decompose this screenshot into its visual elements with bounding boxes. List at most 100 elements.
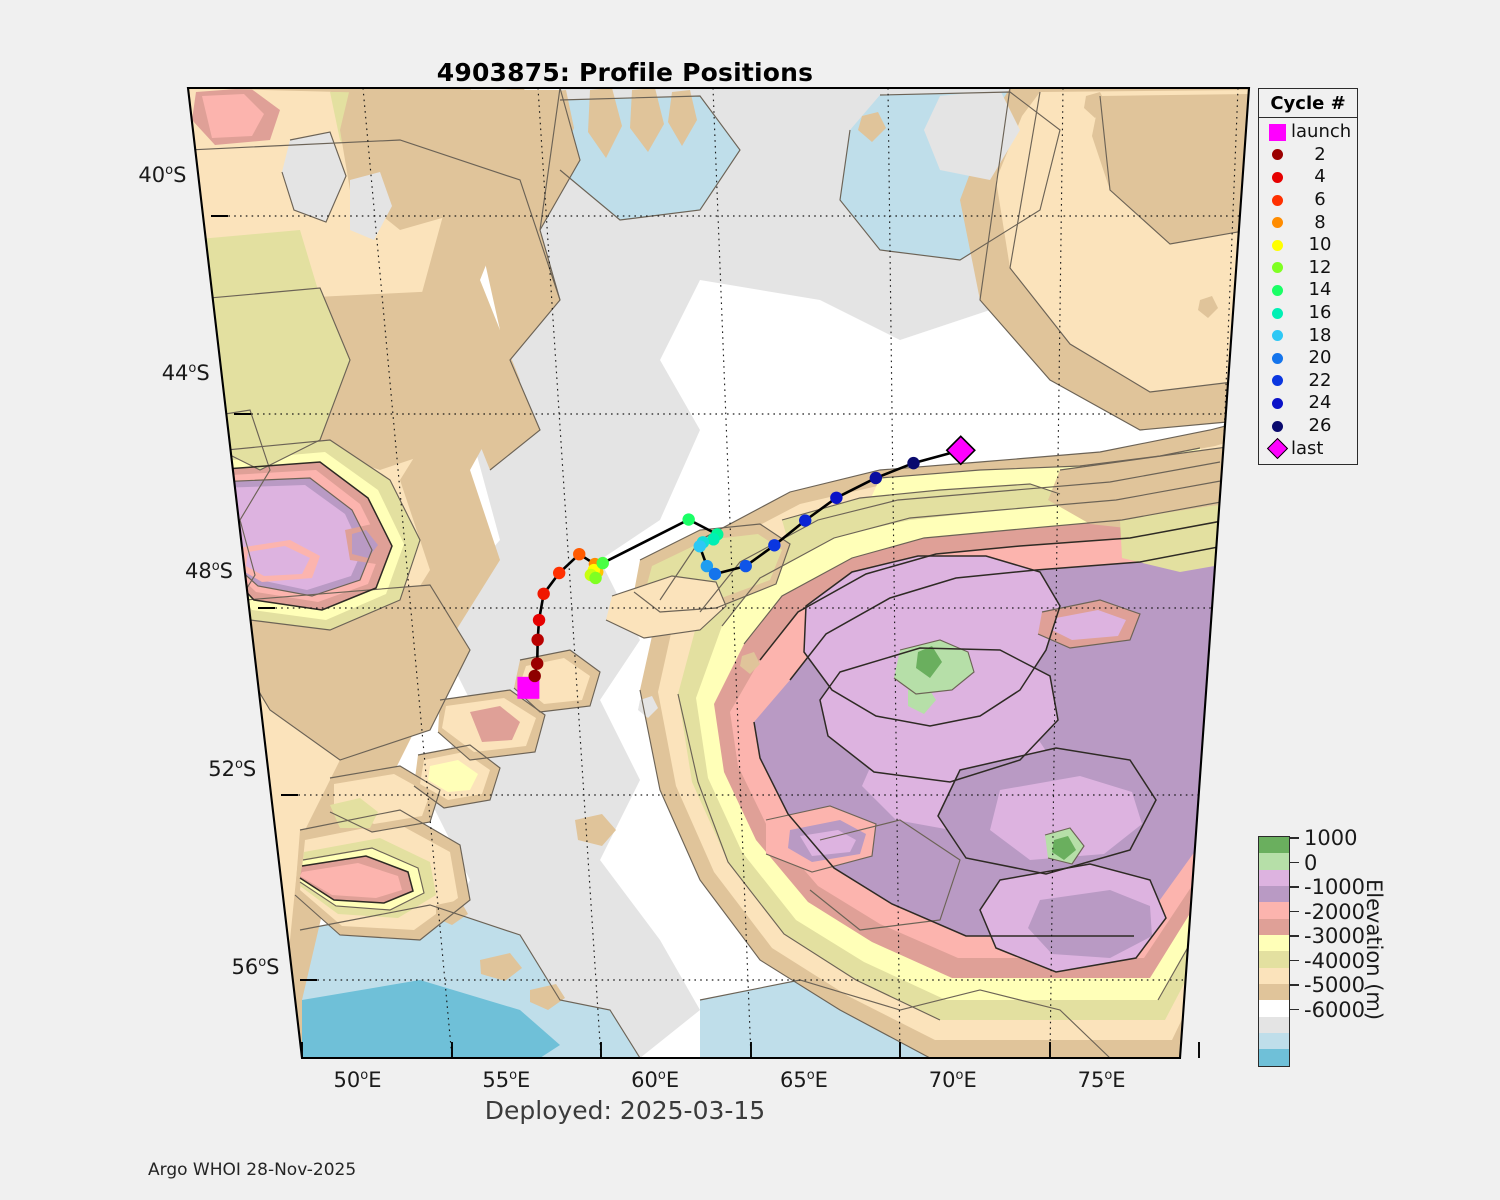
colorbar-tick-label: -6000	[1304, 997, 1366, 1022]
cycle-legend-row: 14	[1259, 279, 1357, 302]
colorbar-tick	[1290, 959, 1299, 962]
cycle-dot-icon	[1266, 347, 1288, 369]
y-tick-label: 56oS	[231, 954, 280, 979]
profile-marker	[531, 633, 544, 647]
cycle-dot-icon	[1266, 302, 1288, 324]
colorbar-tick-label: 1000	[1304, 826, 1358, 850]
profile-marker	[552, 566, 566, 580]
cycle-legend-row: 2	[1259, 144, 1357, 167]
page-title: 4903875: Profile Positions	[436, 58, 814, 87]
profile-marker	[799, 514, 812, 527]
cycle-dot-icon	[1266, 392, 1288, 414]
colorbar-axis-label: Elevation (m)	[1362, 879, 1386, 1021]
profile-marker	[693, 540, 706, 553]
cycle-legend-row: last	[1259, 437, 1357, 460]
profile-marker	[537, 587, 550, 600]
profile-marker	[596, 556, 609, 570]
colorbar-band	[1259, 984, 1289, 1001]
colorbar-band	[1259, 1049, 1289, 1066]
cycle-legend-label: 26	[1308, 415, 1332, 437]
profile-marker	[682, 513, 695, 526]
x-tick-label: 50oE	[333, 1068, 382, 1092]
profile-marker	[573, 547, 586, 561]
deployed-caption: Deployed: 2025-03-15	[484, 1096, 766, 1125]
profile-marker	[707, 533, 720, 546]
cycle-dot-icon	[1266, 325, 1288, 347]
launch-marker	[517, 676, 540, 699]
profile-marker	[528, 669, 541, 683]
cycle-legend-label: 10	[1308, 234, 1332, 256]
cycle-legend: Cycle # launch 2 4 6 8 10 12 14 16 18 20 22 24 26 last	[1258, 88, 1358, 465]
colorbar-band	[1259, 1033, 1289, 1050]
x-tick-label: 75oE	[1077, 1068, 1126, 1092]
cycle-dot-icon	[1266, 166, 1288, 188]
cycle-legend-label: 22	[1308, 369, 1332, 391]
colorbar-band	[1259, 902, 1289, 919]
y-tick-label: 44oS	[161, 361, 210, 386]
cycle-legend-row: 26	[1259, 415, 1357, 438]
y-tick-label: 52oS	[208, 756, 257, 781]
cycle-dot-icon	[1266, 144, 1288, 166]
profile-marker	[589, 571, 602, 585]
cycle-legend-row: 22	[1259, 370, 1357, 393]
cycle-square-icon	[1266, 121, 1288, 143]
cycle-legend-label: launch	[1291, 121, 1352, 143]
cycle-dot-icon	[1266, 257, 1288, 279]
profile-marker	[708, 567, 722, 581]
profile-marker	[739, 559, 752, 573]
colorbar-band	[1259, 837, 1289, 854]
cycle-legend-label: 12	[1308, 256, 1332, 278]
colorbar-tick	[1290, 886, 1299, 888]
profile-marker	[768, 539, 781, 552]
map-frame	[186, 86, 1251, 1060]
cycle-legend-row: 24	[1259, 392, 1357, 415]
cycle-diamond-icon	[1266, 438, 1288, 460]
colorbar-tick-label: -4000	[1304, 948, 1366, 973]
cycle-dot-icon	[1266, 279, 1288, 301]
cycle-legend-label: 20	[1308, 347, 1332, 369]
colorbar-tick-label: -2000	[1304, 899, 1366, 924]
cycle-legend-label: 2	[1314, 143, 1326, 165]
cycle-legend-row: 4	[1259, 166, 1357, 189]
cycle-legend-label: 16	[1308, 302, 1332, 324]
last-position-marker	[945, 435, 976, 466]
track-line	[527, 449, 962, 689]
cycle-legend-label: last	[1291, 437, 1324, 459]
cycle-legend-label: 18	[1308, 324, 1332, 346]
cycle-legend-label: 14	[1308, 279, 1332, 301]
profile-marker	[830, 491, 843, 504]
profile-marker	[869, 471, 883, 485]
profile-marker	[530, 657, 544, 670]
colorbar-band	[1259, 951, 1289, 968]
colorbar-tick-label: -1000	[1304, 875, 1366, 900]
cycle-legend-title: Cycle #	[1259, 89, 1357, 118]
colorbar-band	[1259, 853, 1289, 870]
colorbar-tick-label: -5000	[1304, 973, 1366, 998]
x-tick-label: 70oE	[928, 1068, 977, 1092]
cycle-legend-label: 8	[1314, 211, 1326, 233]
credit-caption: Argo WHOI 28-Nov-2025	[148, 1160, 357, 1180]
x-tick-label: 65oE	[779, 1068, 828, 1092]
cycle-dot-icon	[1266, 370, 1288, 392]
cycle-legend-items: launch 2 4 6 8 10 12 14 16 18 20 22 24 26 last	[1259, 118, 1357, 464]
colorbar-band	[1259, 869, 1289, 887]
profile-marker	[532, 613, 546, 627]
cycle-legend-row: 16	[1259, 302, 1357, 325]
colorbar-band	[1259, 935, 1289, 952]
colorbar-tick-label: -3000	[1304, 924, 1366, 949]
colorbar-band	[1259, 1016, 1289, 1034]
colorbar-tick	[1290, 984, 1299, 986]
cycle-legend-label: 6	[1314, 189, 1326, 211]
colorbar-band	[1259, 1000, 1289, 1017]
cycle-legend-row: 12	[1259, 257, 1357, 280]
x-tick-label: 55oE	[482, 1068, 531, 1092]
cycle-legend-row: 10	[1259, 234, 1357, 257]
float-track	[517, 435, 976, 699]
cycle-dot-icon	[1266, 415, 1288, 437]
colorbar-tick	[1290, 1008, 1299, 1011]
elevation-colorbar: 1000 0 -1000 -2000 -3000 -4000 -5000 -6000	[1258, 826, 1365, 1067]
colorbar-band	[1259, 967, 1289, 985]
cycle-dot-icon	[1266, 212, 1288, 234]
colorbar-tick-label: 0	[1304, 850, 1318, 875]
